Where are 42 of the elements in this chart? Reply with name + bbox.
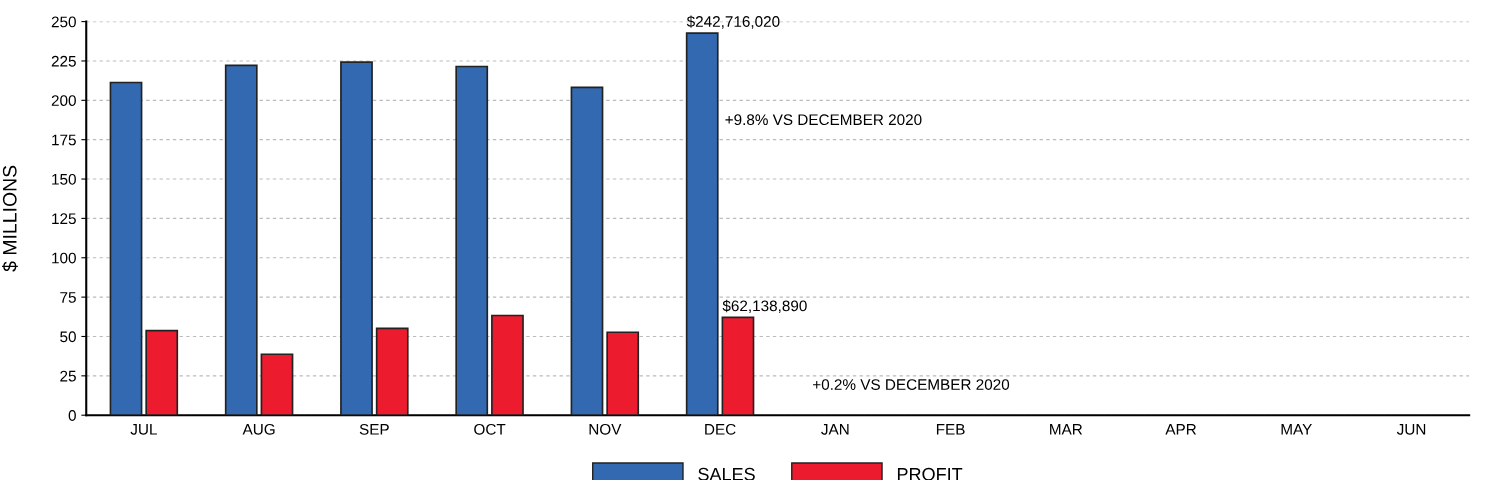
bar [340,61,373,416]
y-axis-title: $ MILLIONS [2,165,18,272]
x-tick-label: MAY [1281,424,1312,435]
bar [455,65,489,416]
x-tick-label: FEB [936,424,965,435]
bar [145,329,179,416]
x-tick-label: JUL [130,424,157,435]
bar [375,327,409,416]
x-tick-label: OCT [474,423,506,435]
y-tick-label: 200 [51,95,76,107]
x-tick-label: JAN [821,424,849,435]
bar [491,314,524,416]
bar [109,81,143,416]
y-tick-label: 100 [52,252,76,264]
y-tick-label: 50 [60,331,76,343]
annotation: +9.8% VS DECEMBER 2020 [725,114,922,126]
y-tick-label: 225 [51,55,76,67]
y-tick-label: 75 [60,292,76,303]
y-tick-label: 250 [51,16,76,28]
x-tick-label: APR [1165,424,1197,435]
bar [260,353,294,416]
annotation: +0.2% VS DECEMBER 2020 [813,379,1010,390]
bar [570,86,604,416]
x-tick-label: MAR [1050,424,1083,435]
legend-label: SALES [698,467,755,480]
legend-label: PROFIT [897,467,963,480]
y-tick-label: 175 [52,134,76,146]
bar [224,64,258,416]
x-tick-label: SEP [359,423,389,435]
y-tick-label: 25 [60,370,76,382]
x-tick-label: DEC [705,423,736,435]
bar [606,331,640,416]
x-tick-label: AUG [242,423,275,435]
y-tick-label: 0 [68,410,76,421]
y-tick-label: 125 [52,213,76,225]
annotation: $62,138,890 [722,299,807,314]
bar [721,316,755,416]
x-tick-label: JUN [1396,424,1426,435]
annotation: $242,716,020 [686,15,780,29]
x-tick-label: NOV [589,423,622,435]
bar [685,32,719,416]
y-tick-label: 150 [52,173,76,185]
